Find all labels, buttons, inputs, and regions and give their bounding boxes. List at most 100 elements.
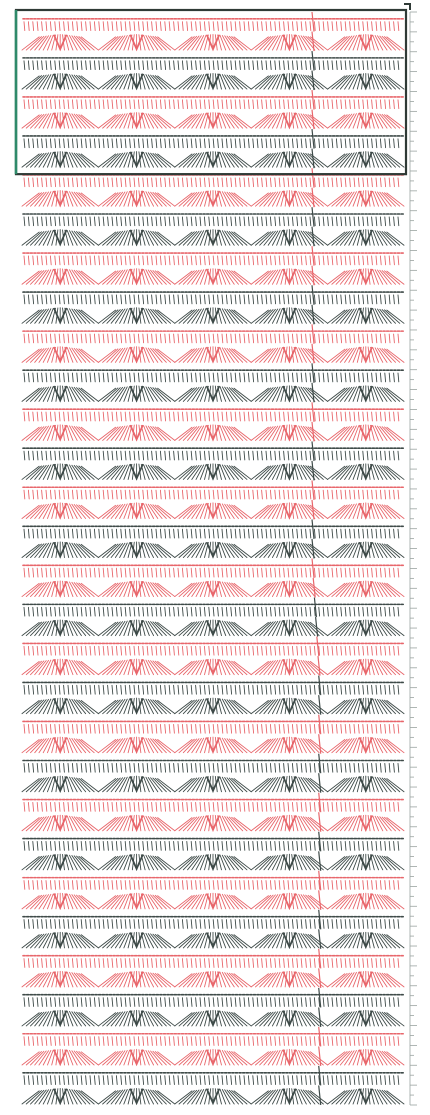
v-stitch [331, 309, 348, 324]
v-stitch [187, 347, 200, 363]
v-stitch [335, 153, 350, 168]
v-stitch [42, 74, 52, 90]
double-crochet-stitch [173, 216, 175, 227]
double-crochet-stitch [23, 294, 26, 305]
double-crochet-stitch [261, 138, 263, 149]
v-stitch [331, 114, 348, 129]
v-stitch [339, 269, 353, 285]
double-crochet-stitch [107, 450, 109, 461]
double-crochet-stitch [335, 177, 338, 188]
v-stitch [25, 621, 42, 637]
double-crochet-stitch [129, 489, 131, 500]
double-crochet-stitch [256, 255, 259, 266]
double-crochet-stitch [318, 567, 321, 578]
v-stitch [307, 660, 324, 676]
double-crochet-stitch [89, 411, 92, 422]
v-stitch [152, 35, 167, 51]
v-stitch [102, 426, 119, 441]
double-crochet-stitch [353, 528, 356, 539]
v-stitch [331, 621, 348, 637]
v-stitch [250, 543, 269, 558]
double-crochet-stitch [327, 99, 329, 110]
v-stitch [73, 543, 87, 558]
v-stitch-center [358, 73, 373, 91]
double-crochet-stitch [243, 216, 246, 227]
double-crochet-stitch [49, 489, 52, 500]
double-crochet-stitch [133, 99, 136, 110]
double-crochet-stitch [300, 450, 303, 461]
double-crochet-stitch [384, 138, 387, 149]
v-stitch [38, 308, 49, 324]
v-stitch [254, 309, 272, 324]
double-crochet-stitch [181, 528, 184, 539]
v-stitch [372, 269, 379, 285]
v-stitch [219, 34, 227, 51]
double-crochet-stitch [366, 294, 369, 305]
v-stitch [219, 73, 227, 90]
double-crochet-stitch [151, 255, 153, 266]
double-crochet-stitch [133, 294, 136, 305]
double-crochet-stitch [256, 606, 259, 617]
double-crochet-stitch [133, 138, 136, 149]
double-crochet-stitch [357, 60, 360, 71]
double-crochet-stitch [27, 372, 30, 383]
double-crochet-stitch [305, 450, 307, 461]
v-stitch [178, 75, 195, 90]
v-stitch [233, 36, 252, 51]
double-crochet-stitch [111, 372, 114, 383]
double-crochet-stitch [186, 294, 189, 305]
v-stitch [182, 35, 198, 51]
double-crochet-stitch [217, 60, 219, 71]
double-crochet-stitch [115, 645, 118, 656]
double-crochet-stitch [313, 411, 316, 422]
double-crochet-stitch [164, 528, 167, 539]
v-stitch [182, 660, 198, 676]
v-stitch [78, 309, 95, 324]
double-crochet-stitch [344, 528, 347, 539]
v-stitch-center [358, 34, 373, 52]
double-crochet-stitch [313, 372, 316, 383]
v-stitch [191, 386, 202, 402]
v-stitch [298, 620, 307, 637]
v-stitch [174, 348, 193, 363]
double-crochet-stitch [151, 216, 153, 227]
v-stitch [73, 230, 87, 246]
v-stitch [30, 465, 45, 480]
v-stitch-center [206, 385, 220, 403]
v-stitch [254, 153, 272, 168]
double-crochet-stitch [203, 645, 206, 656]
double-crochet-stitch [115, 99, 118, 110]
double-crochet-stitch [269, 21, 272, 31]
double-crochet-stitch [265, 255, 268, 266]
double-crochet-stitch [195, 450, 197, 461]
v-stitch [300, 542, 312, 558]
v-stitch [97, 543, 117, 558]
double-crochet-stitch [265, 138, 268, 149]
double-crochet-stitch [269, 255, 272, 266]
double-crochet-stitch [221, 606, 224, 617]
double-crochet-stitch [261, 216, 263, 227]
v-stitch [34, 347, 47, 363]
v-stitch [231, 543, 248, 558]
double-crochet-stitch [111, 450, 114, 461]
v-stitch [276, 659, 283, 676]
v-stitch [178, 153, 195, 168]
double-crochet-stitch [177, 138, 180, 149]
double-crochet-stitch [203, 294, 206, 305]
v-stitch [298, 152, 307, 168]
v-stitch [379, 582, 392, 598]
double-crochet-stitch [102, 216, 105, 227]
double-crochet-stitch [32, 606, 35, 617]
double-crochet-stitch [366, 411, 369, 422]
v-stitch [30, 543, 45, 558]
double-crochet-stitch [177, 606, 180, 617]
double-crochet-stitch [256, 138, 259, 149]
v-stitch-center [282, 581, 297, 598]
double-crochet-stitch [45, 255, 48, 266]
v-stitch [221, 425, 231, 441]
v-stitch [114, 620, 126, 637]
double-crochet-stitch [217, 138, 219, 149]
v-stitch [66, 347, 74, 363]
double-crochet-stitch [388, 138, 391, 149]
double-crochet-stitch [225, 411, 228, 422]
